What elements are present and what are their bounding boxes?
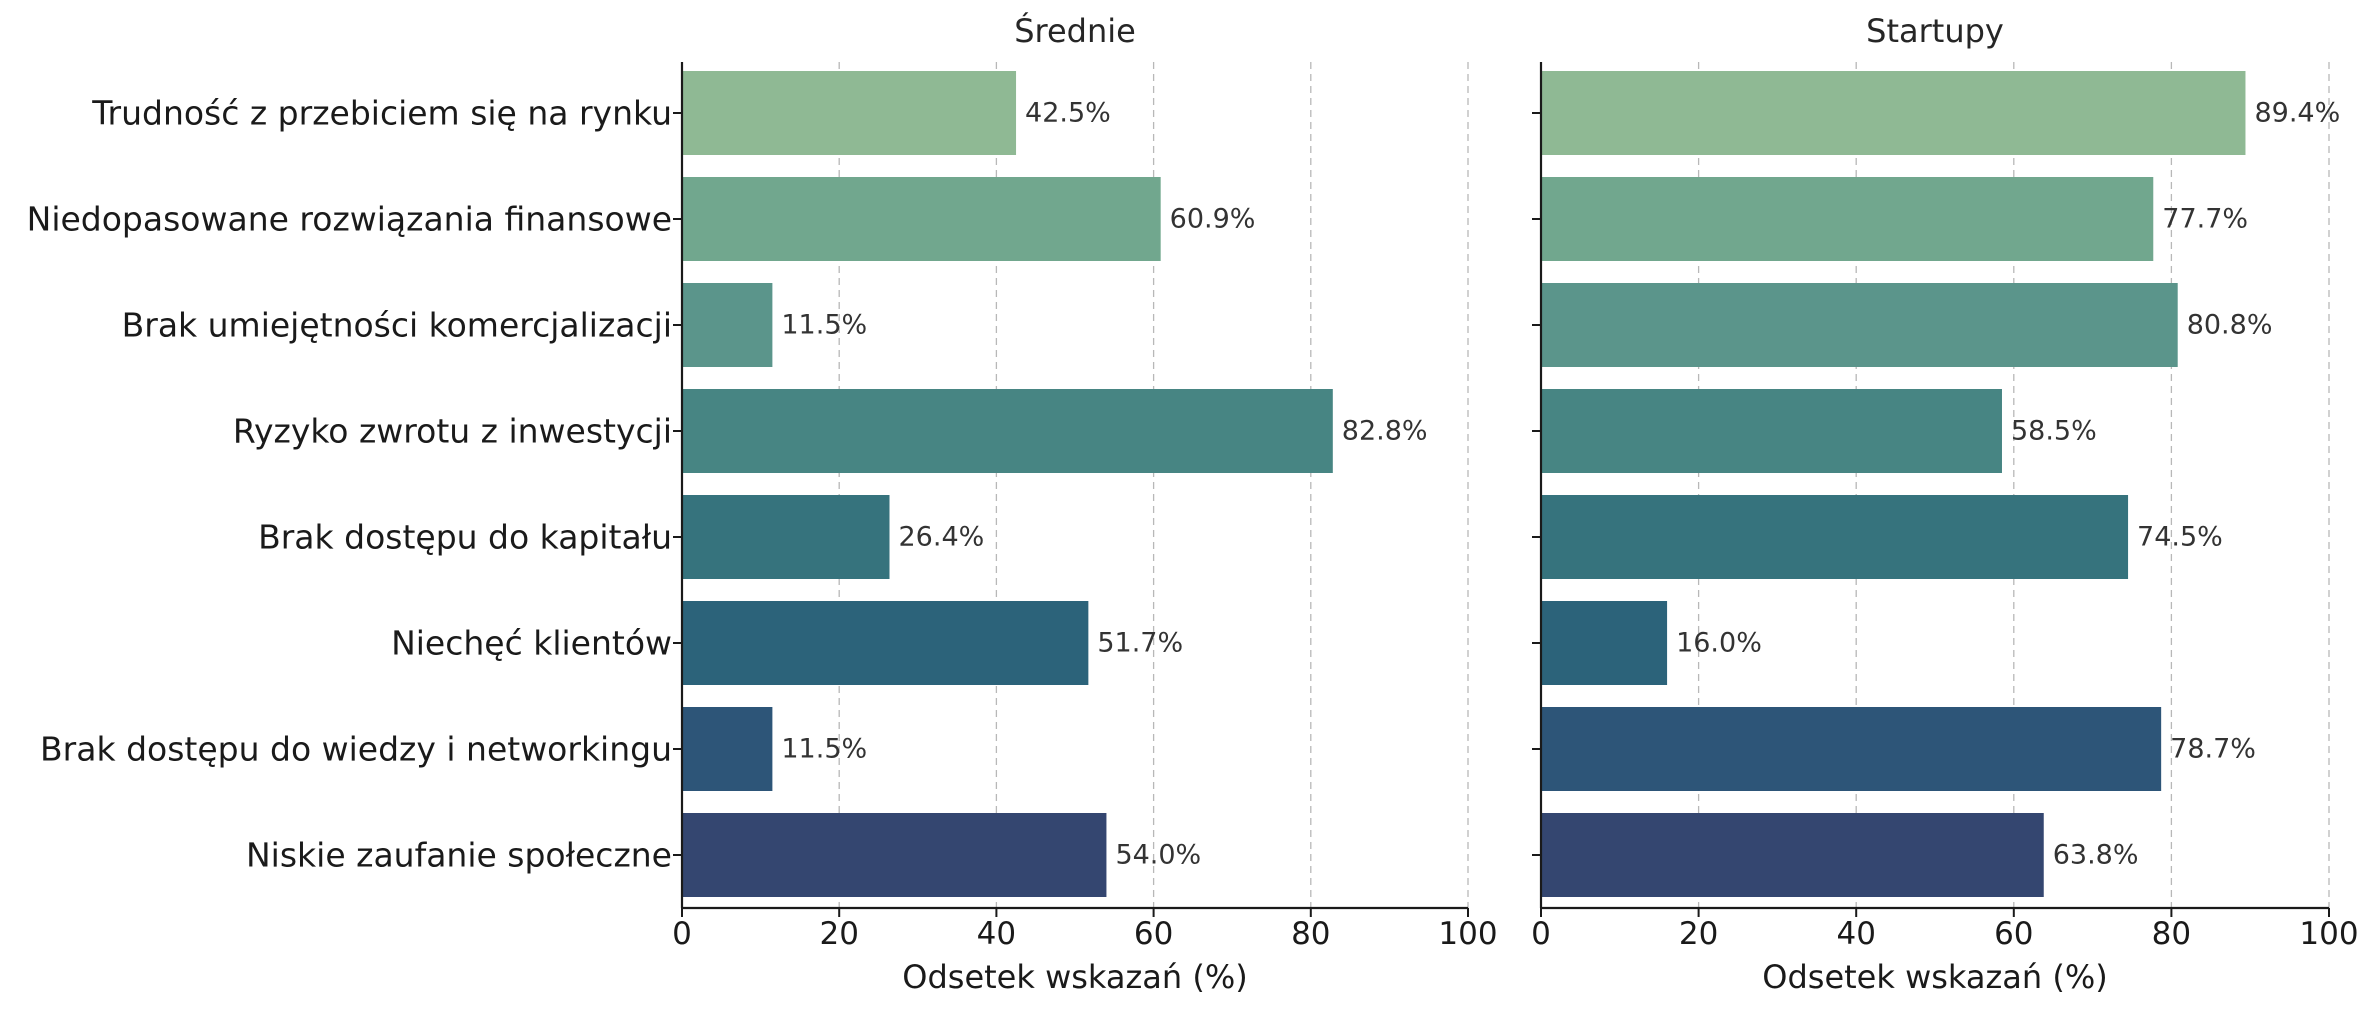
- panel-1: 89.4% 77.7% 80.8% 58.5% 74.5% 16.0% 78.7% 63.8%…: [1531, 12, 2358, 996]
- x-tick-label: 20: [819, 916, 858, 952]
- value-label: 54.0%: [1115, 840, 1201, 871]
- x-tick-label: 20: [1679, 916, 1718, 952]
- bar: [682, 495, 890, 579]
- x-tick-label: 60: [1994, 916, 2033, 952]
- bar: [1541, 601, 1668, 685]
- bar: [1541, 389, 2002, 473]
- value-label: 16.0%: [1676, 628, 1762, 659]
- value-label: 77.7%: [2162, 204, 2248, 235]
- value-label: 51.7%: [1097, 628, 1183, 659]
- value-label: 63.8%: [2053, 840, 2139, 871]
- bar: [1541, 707, 2162, 791]
- bar: [1541, 813, 2044, 897]
- value-label: 42.5%: [1025, 98, 1111, 129]
- x-tick-label: 60: [1134, 916, 1173, 952]
- value-label: 58.5%: [2011, 416, 2097, 447]
- bar: [1541, 283, 2178, 367]
- x-tick-label: 0: [672, 916, 692, 952]
- x-tick-label: 80: [2152, 916, 2191, 952]
- bar: [682, 707, 773, 791]
- x-tick-label: 100: [1438, 916, 1497, 952]
- bar: [682, 601, 1089, 685]
- bar: [1541, 71, 2246, 155]
- bar: [682, 389, 1333, 473]
- category-label: Ryzyko zwrotu z inwestycji: [233, 412, 672, 451]
- x-tick-label: 100: [2299, 916, 2358, 952]
- value-label: 26.4%: [899, 522, 985, 553]
- x-axis-title: Odsetek wskazań (%): [1762, 958, 2107, 996]
- panel-title: Średnie: [1014, 11, 1136, 50]
- category-label: Niechęć klientów: [391, 624, 672, 663]
- x-axis-title: Odsetek wskazań (%): [902, 958, 1247, 996]
- x-tick-label: 40: [1836, 916, 1875, 952]
- bar: [682, 71, 1017, 155]
- bar: [682, 813, 1107, 897]
- bar: [1541, 177, 2154, 261]
- category-label: Niedopasowane rozwiązania finansowe: [27, 200, 672, 239]
- x-tick-label: 80: [1291, 916, 1330, 952]
- category-label: Brak dostępu do kapitału: [258, 518, 672, 557]
- value-label: 74.5%: [2137, 522, 2223, 553]
- panel-0: 42.5% 60.9% 11.5% 82.8% 26.4% 51.7% 11.5% 54.0%…: [672, 11, 1497, 996]
- value-label: 82.8%: [1342, 416, 1428, 447]
- value-label: 78.7%: [2170, 734, 2256, 765]
- value-label: 89.4%: [2254, 98, 2340, 129]
- value-label: 60.9%: [1170, 204, 1256, 235]
- x-tick-label: 0: [1531, 916, 1551, 952]
- category-label: Niskie zaufanie społeczne: [246, 836, 672, 875]
- value-label: 11.5%: [781, 734, 867, 765]
- x-tick-label: 40: [977, 916, 1016, 952]
- category-label: Brak dostępu do wiedzy i networkingu: [40, 730, 672, 769]
- value-label: 80.8%: [2187, 310, 2273, 341]
- bar: [682, 283, 773, 367]
- value-label: 11.5%: [781, 310, 867, 341]
- bar: [1541, 495, 2129, 579]
- bar: [682, 177, 1161, 261]
- category-labels: Trudność z przebiciem się na rynku Niedop…: [27, 94, 672, 875]
- panel-title: Startupy: [1866, 12, 2004, 50]
- category-label: Trudność z przebiciem się na rynku: [91, 94, 672, 133]
- category-label: Brak umiejętności komercjalizacji: [122, 306, 672, 345]
